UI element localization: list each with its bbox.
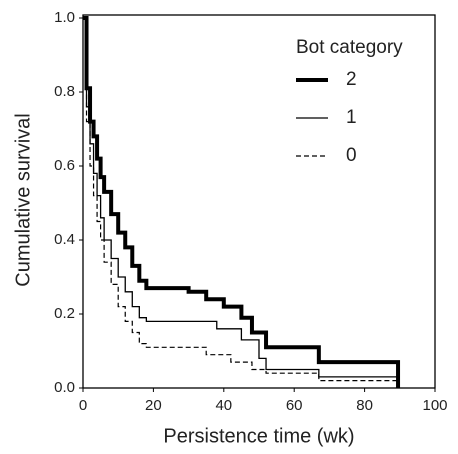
legend-label: 2 (346, 69, 357, 90)
y-tick-label: 1.0 (54, 9, 75, 26)
plot-frame (82, 14, 436, 389)
y-tick-label: 0.8 (54, 83, 75, 100)
survival-curve (83, 17, 399, 388)
y-tick-label: 0.6 (54, 157, 75, 174)
legend-title: Bot category (296, 37, 403, 58)
y-tick-label: 0.2 (54, 305, 75, 322)
y-tick-label: 0.4 (54, 231, 75, 248)
x-axis-label: Persistence time (wk) (163, 425, 354, 447)
y-axis-label: Cumulative survival (12, 113, 34, 286)
legend-label: 1 (346, 107, 357, 128)
survival-curve (83, 16, 401, 388)
x-tick-label: 40 (215, 397, 232, 414)
y-tick-label: 0.0 (54, 379, 75, 396)
survival-curve (83, 17, 399, 388)
legend-label: 0 (346, 145, 357, 166)
x-tick-label: 60 (286, 397, 303, 414)
x-tick-label: 0 (79, 397, 87, 414)
x-tick-label: 80 (356, 397, 373, 414)
x-tick-label: 100 (422, 397, 447, 414)
x-tick-label: 20 (145, 397, 162, 414)
